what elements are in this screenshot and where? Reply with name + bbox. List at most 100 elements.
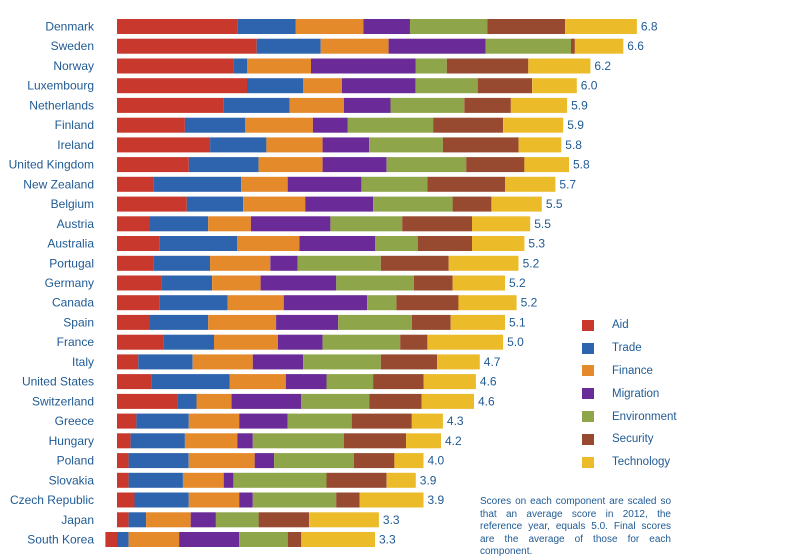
bar-segment-trade (184, 117, 245, 133)
bar-segment-migration (239, 413, 288, 429)
bar-segment-technology (427, 334, 504, 350)
bar-segment-finance (188, 453, 255, 469)
score-label: 5.1 (509, 315, 526, 329)
bar-segment-security (369, 393, 422, 409)
bar-segment-environment (252, 492, 337, 508)
bar-segment-technology (505, 176, 556, 192)
score-label: 4.0 (428, 454, 445, 468)
bar-segment-security (433, 117, 503, 133)
bar-segment-aid (117, 97, 224, 113)
bar-segment-finance (188, 413, 240, 429)
bar-segment-migration (231, 393, 302, 409)
bar-segment-technology (452, 275, 505, 291)
bar-segment-technology (411, 413, 443, 429)
bar-segment-technology (510, 97, 568, 113)
bar-segment-migration (322, 137, 370, 153)
country-label: Hungary (49, 434, 94, 448)
bar-segment-technology (491, 196, 542, 212)
bar-segment-security (287, 532, 302, 547)
country-label: Canada (52, 296, 94, 310)
bar-segment-migration (283, 295, 368, 311)
bar-segment-finance (237, 236, 300, 251)
bar-segment-migration (299, 236, 376, 251)
bar-segment-trade (223, 97, 290, 113)
bar-segment-migration (285, 374, 327, 390)
bar-segment-aid (117, 413, 137, 429)
bar-segment-migration (239, 492, 253, 508)
bar-segment-migration (305, 196, 374, 212)
bar-segment-trade (128, 453, 189, 469)
bar-segment-security (417, 236, 472, 251)
bar-segment-security (380, 354, 438, 370)
bar-segment-migration (223, 472, 234, 488)
legend-item-environment: Environment (582, 405, 677, 428)
country-label: United Kingdom (9, 158, 94, 172)
country-label: South Korea (27, 532, 94, 546)
bar-segment-environment (373, 196, 453, 212)
bar-segment-finance (320, 38, 389, 54)
bar-segment-migration (270, 255, 298, 271)
score-label: 3.9 (428, 493, 445, 507)
legend-swatch (582, 342, 594, 354)
score-label: 5.7 (559, 177, 576, 191)
legend-swatch (582, 365, 594, 377)
bar-segment-finance (295, 19, 364, 34)
legend-item-finance: Finance (582, 360, 677, 383)
bar-segment-environment (330, 216, 403, 232)
country-label: Sweden (51, 39, 94, 53)
bar-segment-aid (117, 433, 131, 449)
bar-segment-security (326, 472, 387, 488)
bar-segment-aid (117, 393, 178, 409)
bar-segment-trade (117, 532, 129, 547)
country-label: Poland (57, 454, 94, 468)
bar-segment-security (446, 58, 529, 74)
bar-segment-migration (287, 176, 362, 192)
bar-segment-finance (188, 492, 240, 508)
score-label: 5.2 (521, 296, 538, 310)
bar-segment-finance (229, 374, 286, 390)
bar-segment-finance (128, 532, 179, 547)
bar-segment-technology (386, 472, 416, 488)
country-label: Finland (55, 118, 94, 132)
country-label: New Zealand (23, 177, 94, 191)
bar-segment-environment (409, 19, 488, 34)
bar-segment-finance (247, 58, 311, 74)
bar-segment-security (413, 275, 453, 291)
score-label: 5.9 (571, 98, 588, 112)
score-label: 6.8 (641, 20, 658, 34)
bar-segment-aid (117, 78, 247, 94)
bar-segment-aid (117, 354, 139, 370)
bar-segment-environment (336, 275, 414, 291)
bar-segment-technology (503, 117, 564, 133)
bar-segment-technology (406, 433, 441, 449)
score-label: 4.3 (447, 414, 464, 428)
bar-segment-migration (190, 512, 216, 528)
score-label: 5.0 (507, 335, 524, 349)
bar-segment-trade (153, 176, 242, 192)
bar-segment-aid (117, 472, 129, 488)
bar-segment-technology (421, 393, 474, 409)
legend-swatch (582, 411, 594, 423)
bar-segment-environment (390, 97, 465, 113)
bar-segment-security (427, 176, 505, 192)
score-label: 5.2 (523, 256, 540, 270)
bar-segment-trade (159, 295, 228, 311)
legend-label: Trade (612, 342, 642, 355)
score-label: 3.9 (420, 473, 437, 487)
bar-segment-finance (208, 216, 251, 232)
country-label: Denmark (45, 20, 95, 34)
bar-segment-aid (117, 314, 150, 330)
bar-segment-environment (303, 354, 381, 370)
bar-segment-environment (287, 413, 352, 429)
bar-segment-migration (322, 157, 387, 173)
score-label: 5.8 (565, 138, 582, 152)
bar-segment-technology (394, 453, 424, 469)
bar-segment-trade (256, 38, 321, 54)
bar-segment-finance (212, 275, 261, 291)
bar-segment-security (487, 19, 566, 34)
bar-segment-trade (186, 196, 244, 212)
bar-segment-aid (117, 157, 189, 173)
bar-segment-aid (117, 38, 257, 54)
chart-footnote: Scores on each component are scaled so t… (480, 496, 671, 557)
